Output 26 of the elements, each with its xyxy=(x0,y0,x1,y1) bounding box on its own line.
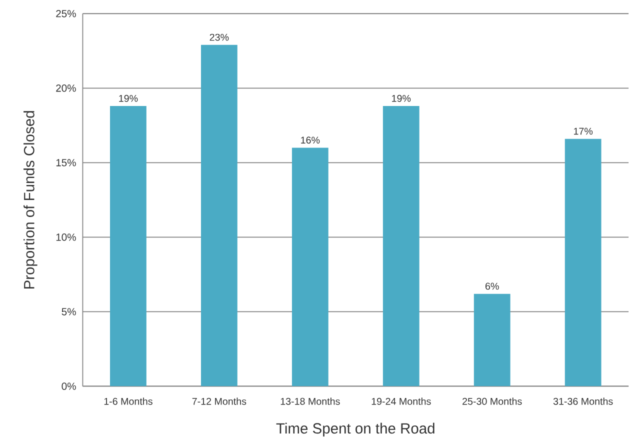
x-tick-label: 31-36 Months xyxy=(553,398,613,405)
y-tick-label: 0% xyxy=(62,382,76,390)
y-tick-label: 25% xyxy=(56,10,76,18)
bar xyxy=(110,106,146,386)
y-tick-label: 5% xyxy=(62,308,76,316)
data-label: 23% xyxy=(210,34,229,41)
x-tick-label: 1-6 Months xyxy=(104,398,152,405)
x-tick-label: 25-30 Months xyxy=(462,398,522,405)
x-tick-label: 13-18 Months xyxy=(280,398,340,405)
bar xyxy=(200,44,238,386)
y-tick-label: 20% xyxy=(56,84,76,92)
bar xyxy=(382,106,420,386)
bar xyxy=(292,148,328,386)
x-axis-title: Time Spent on the Road xyxy=(276,422,434,436)
data-label: 16% xyxy=(301,136,320,144)
bar xyxy=(474,294,510,386)
data-label: 19% xyxy=(392,94,411,102)
x-tick-label: 7-12 Months xyxy=(192,398,246,405)
y-axis-title: Proportion of Funds Closed xyxy=(24,111,38,288)
data-label: 17% xyxy=(574,128,593,135)
data-label: 19% xyxy=(119,94,138,102)
y-tick-label: 15% xyxy=(56,158,76,166)
bar xyxy=(564,138,602,386)
y-tick-label: 10% xyxy=(56,233,76,241)
x-tick-label: 19-24 Months xyxy=(372,398,431,405)
data-label: 6% xyxy=(485,282,499,290)
